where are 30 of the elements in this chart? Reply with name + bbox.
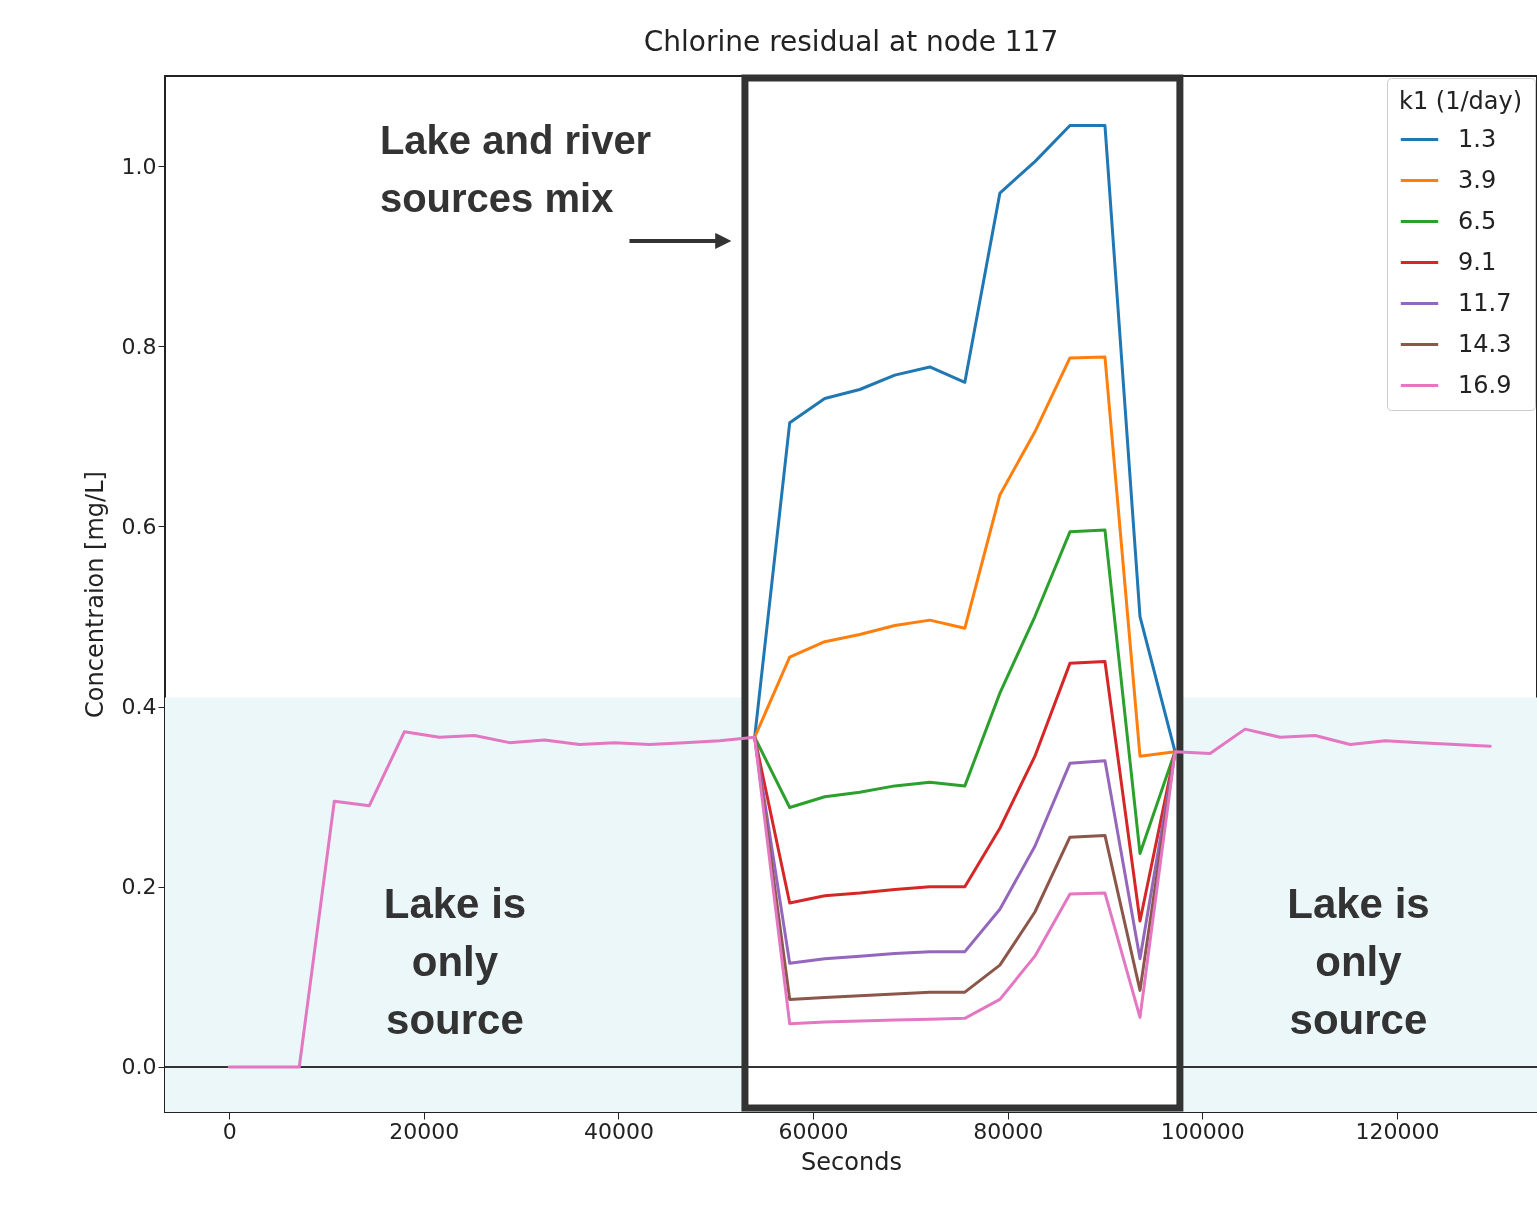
y-tick-label: 0.2 xyxy=(121,874,157,900)
y-tick-label: 0.6 xyxy=(121,513,157,539)
legend-label: 14.3 xyxy=(1458,329,1512,358)
y-tick-label: 0.4 xyxy=(121,694,157,720)
y-tick-label: 0.8 xyxy=(121,333,157,359)
legend-label: 11.7 xyxy=(1458,288,1512,317)
legend-label: 1.3 xyxy=(1458,124,1497,153)
annotation: Lake is only source xyxy=(383,879,527,1043)
legend-label: 9.1 xyxy=(1458,247,1497,276)
legend-label: 6.5 xyxy=(1458,206,1497,235)
x-tick-label: 100000 xyxy=(1160,1118,1245,1144)
y-tick-label: 0.0 xyxy=(121,1054,157,1080)
line-series xyxy=(753,528,1177,855)
x-tick-label: 120000 xyxy=(1355,1118,1440,1144)
x-axis-title: Seconds xyxy=(801,1147,902,1176)
legend-title: k1 (1/day) xyxy=(1399,87,1523,115)
y-tick-label: 1.0 xyxy=(121,153,157,179)
annotation: Lake and river sources mix xyxy=(379,118,652,220)
x-tick-label: 40000 xyxy=(583,1118,654,1144)
line-series xyxy=(753,355,1177,758)
x-tick-label: 20000 xyxy=(389,1118,460,1144)
annotation: Lake is only source xyxy=(1287,879,1430,1043)
x-tick-label: 80000 xyxy=(973,1118,1044,1144)
x-tick-label: 0 xyxy=(222,1118,237,1144)
line-series xyxy=(227,727,1492,1069)
chart-title: Chlorine residual at node 117 xyxy=(643,24,1059,58)
x-tick-label: 60000 xyxy=(778,1118,849,1144)
legend-label: 16.9 xyxy=(1458,370,1512,399)
y-axis-title: Concentraion [mg/L] xyxy=(80,471,109,718)
legend-label: 3.9 xyxy=(1458,165,1497,194)
